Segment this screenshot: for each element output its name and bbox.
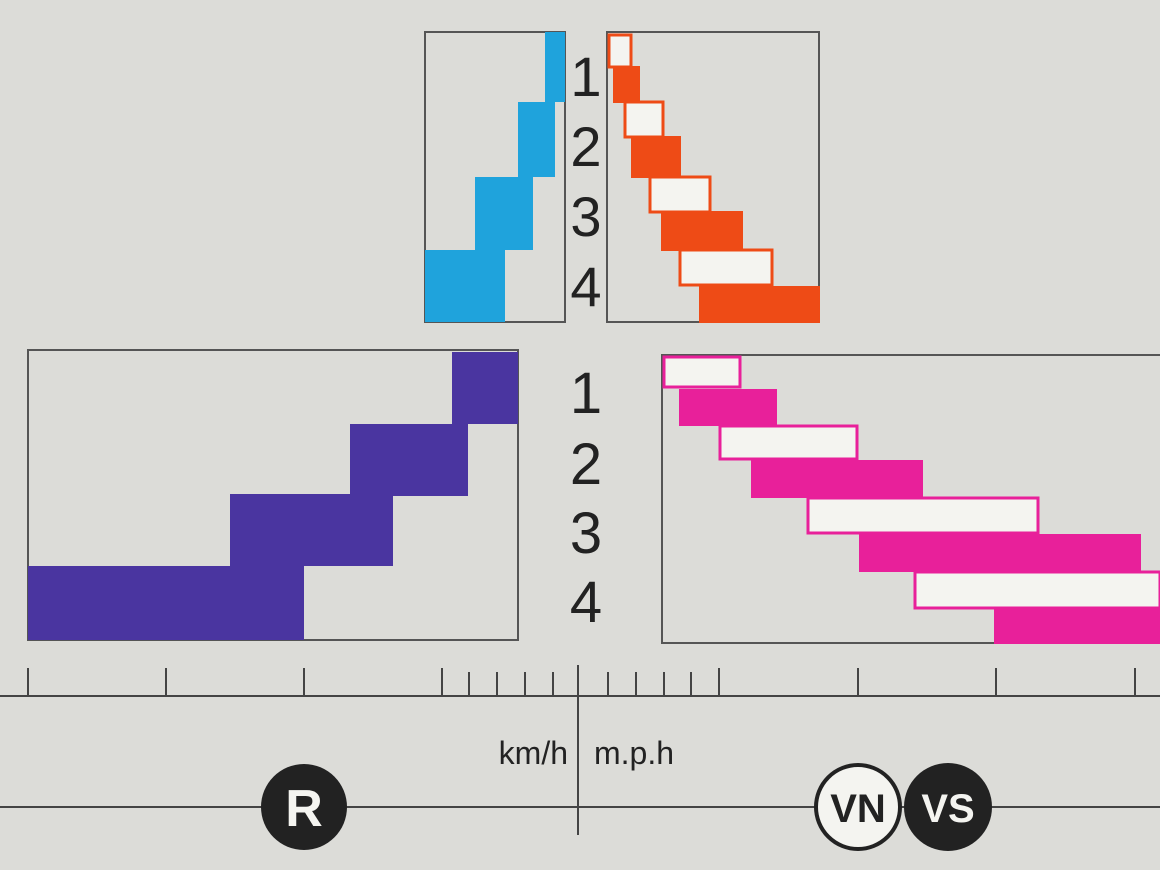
reverse-badge: R <box>261 764 347 850</box>
bottom-gear-label-1: 1 <box>570 361 602 426</box>
vs-badge-label: VS <box>921 787 974 831</box>
top-left-bar-4 <box>425 250 505 322</box>
reverse-badge-label: R <box>285 780 323 838</box>
bottom-left-bar-2 <box>350 424 468 496</box>
bottom-right-bar-3a <box>806 496 1040 535</box>
vn-badge-circle <box>814 763 902 851</box>
bottom-right-bar-2a <box>718 424 859 461</box>
bottom-right-bar-1a <box>662 355 742 389</box>
bottom-left-bar-1 <box>452 352 518 424</box>
top-right-bar-4b <box>699 286 820 323</box>
unit-label-kmh: km/h <box>499 735 568 771</box>
top-right-bar-3a <box>648 175 712 214</box>
vs-badge: VS <box>904 763 992 851</box>
bottom-left-bar-4 <box>28 566 304 640</box>
top-gear-labels: 1 2 3 4 <box>570 45 601 318</box>
top-right-bar-3b <box>661 211 743 251</box>
top-right-bar-4a <box>678 248 774 287</box>
top-right-bar-1a <box>607 33 633 69</box>
bottom-right-bar-4a <box>913 570 1160 610</box>
top-forward-panel <box>606 31 820 323</box>
top-reverse-panel <box>424 31 566 323</box>
bottom-right-bar-1b <box>679 389 777 426</box>
bottom-gear-label-3: 3 <box>570 501 602 566</box>
unit-label-mph: m.p.h <box>594 735 674 771</box>
top-right-bar-1b <box>613 66 640 103</box>
top-gear-label-1: 1 <box>570 45 601 108</box>
top-gear-label-3: 3 <box>570 185 601 248</box>
bottom-gear-label-2: 2 <box>570 432 602 497</box>
top-right-bar-2a <box>623 100 665 139</box>
reverse-badge-circle <box>261 764 347 850</box>
vn-badge: VN <box>814 763 902 851</box>
top-right-bar-2b <box>631 136 681 178</box>
bottom-right-bar-2b <box>751 460 923 498</box>
top-left-bar-1 <box>545 32 565 102</box>
vn-badge-label: VN <box>830 787 886 831</box>
bottom-right-frame <box>661 354 1160 644</box>
bottom-left-bar-3 <box>230 494 393 566</box>
bottom-right-bar-3b <box>859 534 1141 572</box>
top-gear-label-4: 4 <box>570 255 601 318</box>
bottom-gear-label-4: 4 <box>570 570 602 635</box>
top-left-bar-2 <box>518 102 555 177</box>
bottom-gear-labels: 1 2 3 4 <box>570 361 602 635</box>
top-left-bar-3 <box>475 177 533 250</box>
bottom-right-bar-4b <box>994 609 1160 644</box>
bottom-reverse-panel <box>27 349 519 641</box>
bottom-forward-panel <box>661 354 1160 644</box>
vs-badge-circle <box>904 763 992 851</box>
top-gear-label-2: 2 <box>570 115 601 178</box>
